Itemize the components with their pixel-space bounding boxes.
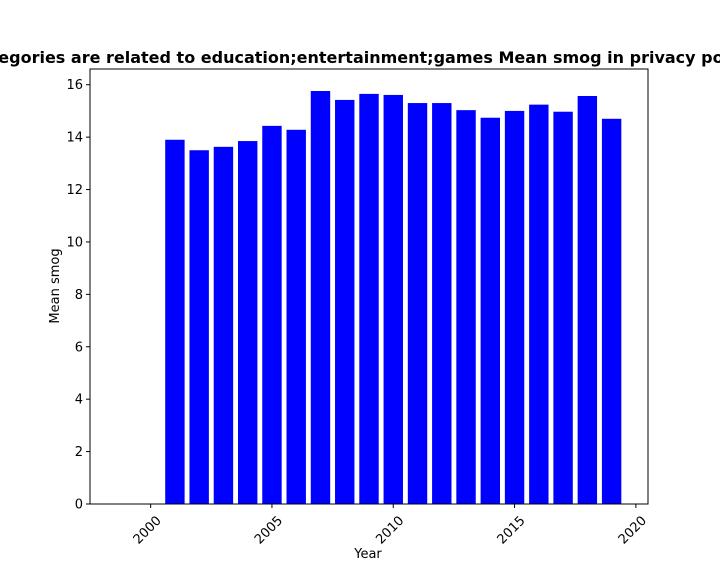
bar-2012 (432, 103, 452, 505)
bar-2006 (286, 129, 306, 505)
bar-2001 (165, 139, 185, 505)
y-tick-label: 14 (66, 131, 83, 146)
y-tick-label: 12 (66, 183, 83, 198)
bar-2005 (262, 125, 282, 505)
bar-2017 (553, 111, 573, 504)
y-tick-label: 2 (75, 445, 83, 460)
x-axis-label: Year (353, 547, 382, 562)
x-tick-label: 2020 (616, 513, 650, 547)
y-tick-label: 6 (75, 340, 83, 355)
y-tick-label: 8 (75, 288, 83, 303)
bar-2004 (237, 141, 258, 505)
plot-frame (89, 68, 649, 505)
bar-2016 (529, 104, 549, 505)
x-tick-label: 2000 (131, 513, 165, 547)
bars-group (165, 91, 622, 505)
y-tick-label: 0 (75, 498, 83, 513)
x-tick-label: 2005 (252, 513, 286, 547)
y-tick-label: 10 (66, 235, 83, 250)
x-axis: 2000 2005 2010 2015 2020 (131, 504, 650, 547)
bar-2018 (577, 95, 598, 504)
y-tick-label: 16 (66, 78, 83, 93)
bar-2003 (213, 146, 234, 504)
bar-2015 (504, 110, 525, 505)
bar-2010 (383, 94, 403, 504)
bar-2007 (310, 91, 331, 504)
bar-2014 (480, 117, 501, 504)
bar-2011 (407, 103, 428, 505)
chart-title: Categories are related to education;ente… (0, 48, 720, 67)
y-tick-label: 4 (75, 393, 83, 408)
bar-2002 (189, 150, 209, 505)
bar-2009 (359, 93, 379, 504)
bar-2008 (335, 99, 355, 504)
y-axis: 0 2 4 6 8 10 12 14 16 (66, 78, 90, 513)
x-tick-label: 2010 (373, 513, 407, 547)
bar-2013 (456, 110, 476, 504)
x-tick-label: 2015 (495, 513, 529, 547)
bar-2019 (601, 118, 622, 504)
y-axis-label: Mean smog (48, 248, 63, 323)
